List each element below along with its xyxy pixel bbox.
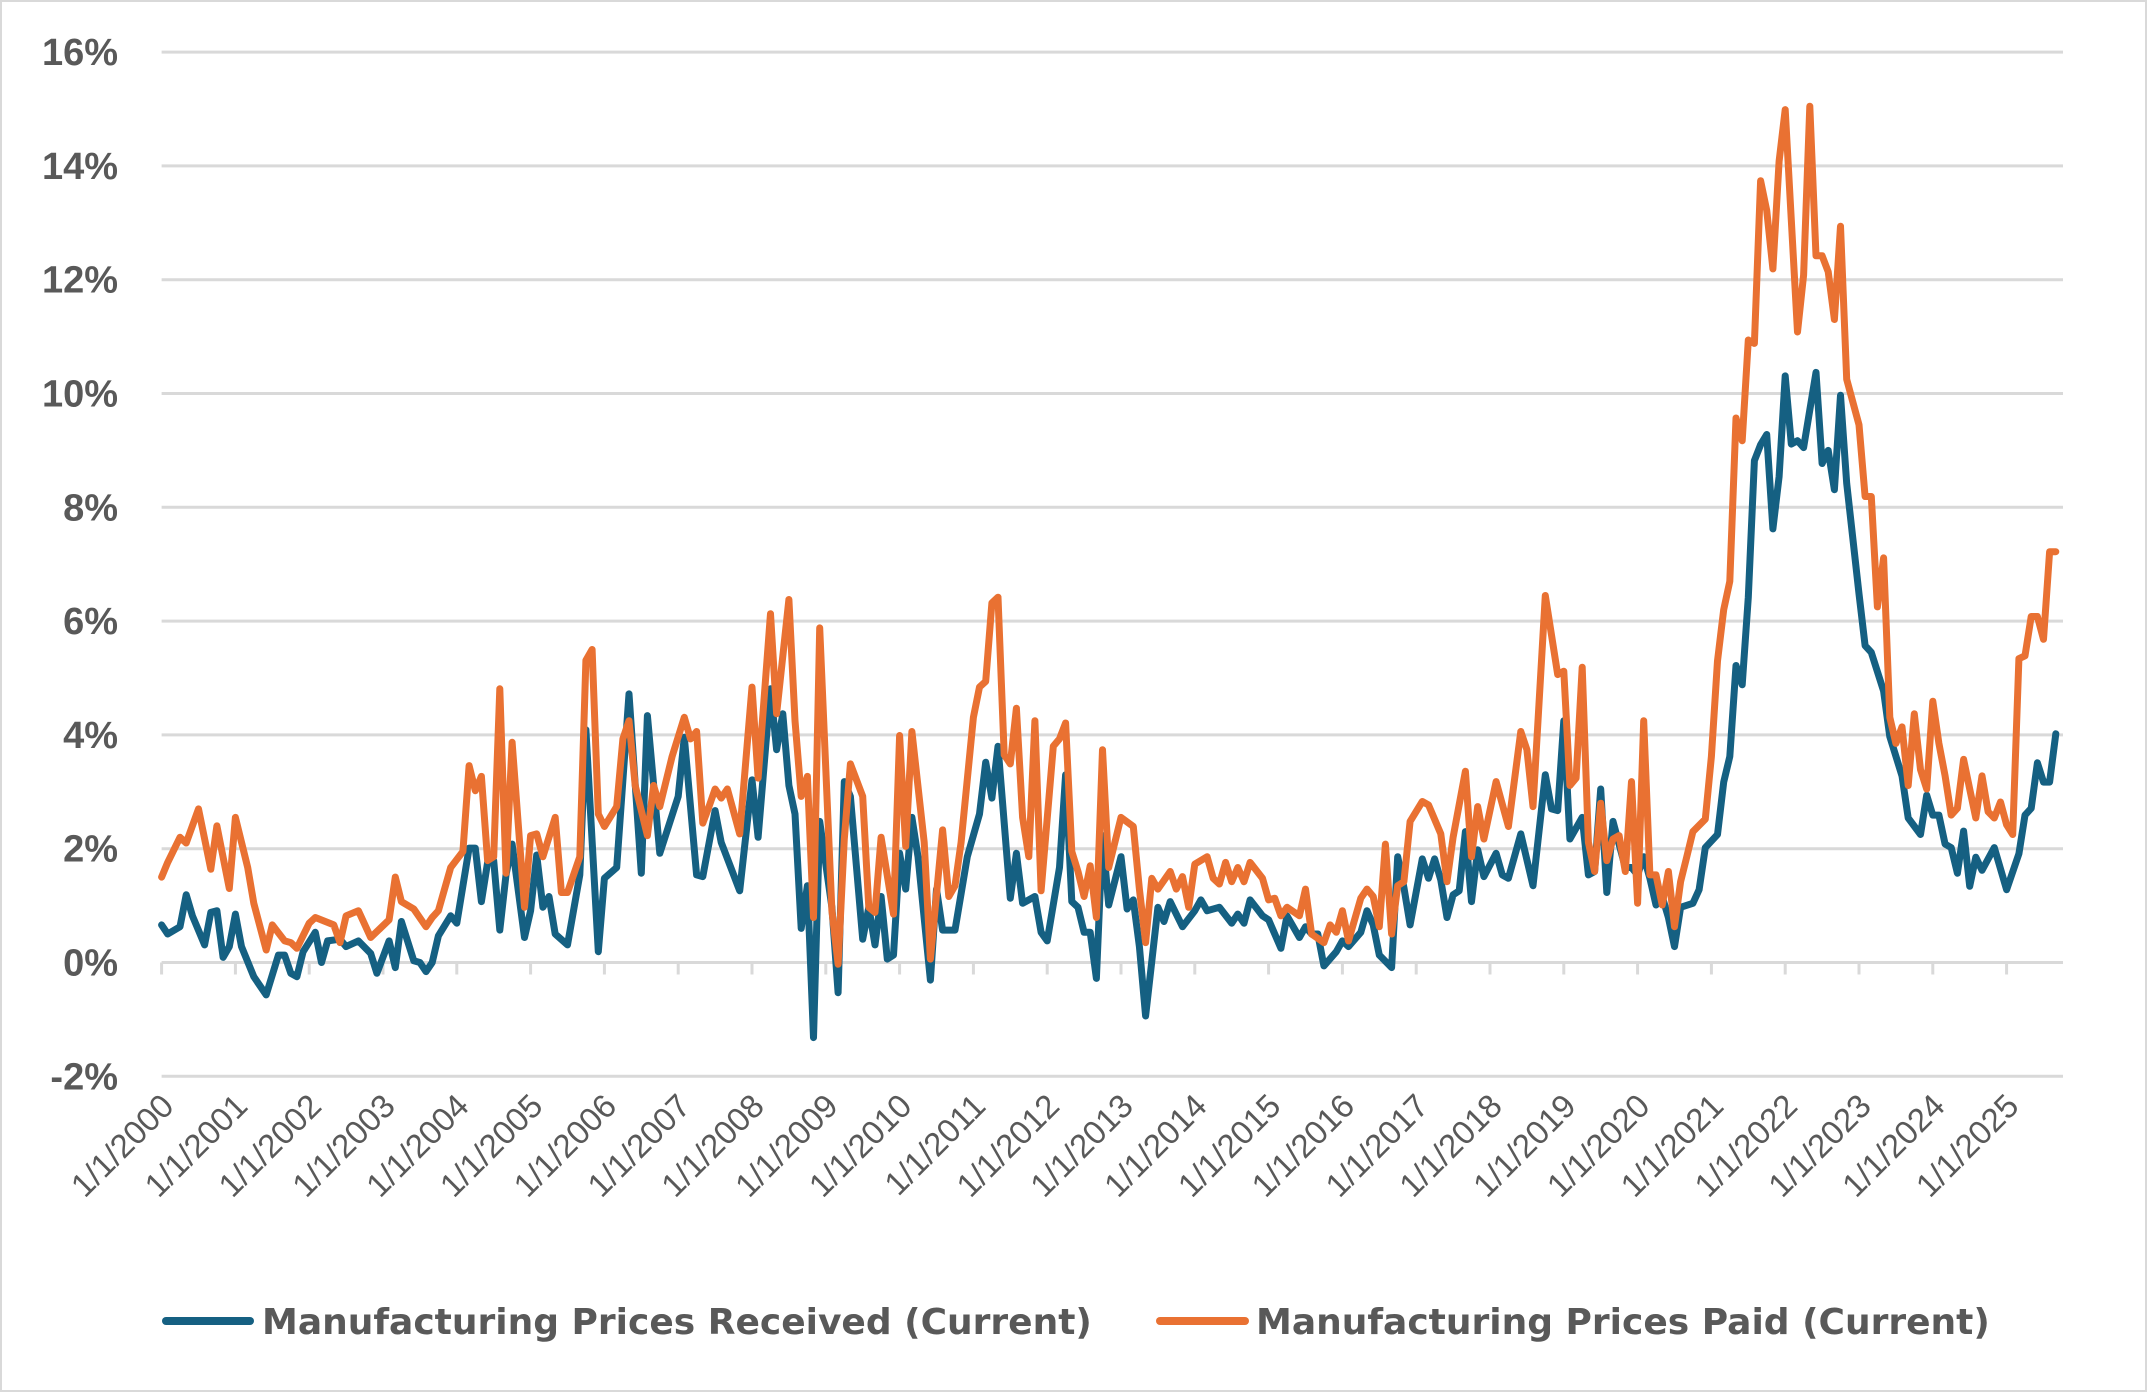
x-axis-tick-labels: 1/1/20001/1/20011/1/20021/1/20031/1/2004…: [64, 1087, 2026, 1204]
series-line-prices-paid: [158, 102, 2060, 968]
y-tick-label: -2%: [50, 1056, 118, 1098]
legend-item-prices-received[interactable]: Manufacturing Prices Received (Current): [162, 1302, 1092, 1343]
y-tick-label: 6%: [63, 601, 118, 643]
legend: Manufacturing Prices Received (Current) …: [162, 1302, 1990, 1343]
series-line-prices-received: [158, 368, 2060, 1042]
y-tick-label: 4%: [63, 715, 118, 757]
legend-item-prices-paid[interactable]: Manufacturing Prices Paid (Current): [1156, 1302, 1990, 1343]
y-tick-label: 0%: [63, 943, 118, 985]
legend-label-prices-paid: Manufacturing Prices Paid (Current): [1256, 1302, 1990, 1343]
y-tick-label: 8%: [63, 487, 118, 529]
y-tick-label: 12%: [42, 260, 118, 302]
y-axis-tick-labels: -2% 0% 2% 4% 6% 8% 10% 12% 14% 16%: [42, 32, 118, 1098]
y-tick-label: 14%: [42, 146, 118, 188]
y-tick-label: 2%: [63, 829, 118, 871]
y-tick-label: 10%: [42, 374, 118, 416]
series-lines: [158, 102, 2060, 1042]
legend-label-prices-received: Manufacturing Prices Received (Current): [262, 1302, 1092, 1343]
x-axis: [160, 961, 2063, 975]
y-tick-label: 16%: [42, 32, 118, 74]
